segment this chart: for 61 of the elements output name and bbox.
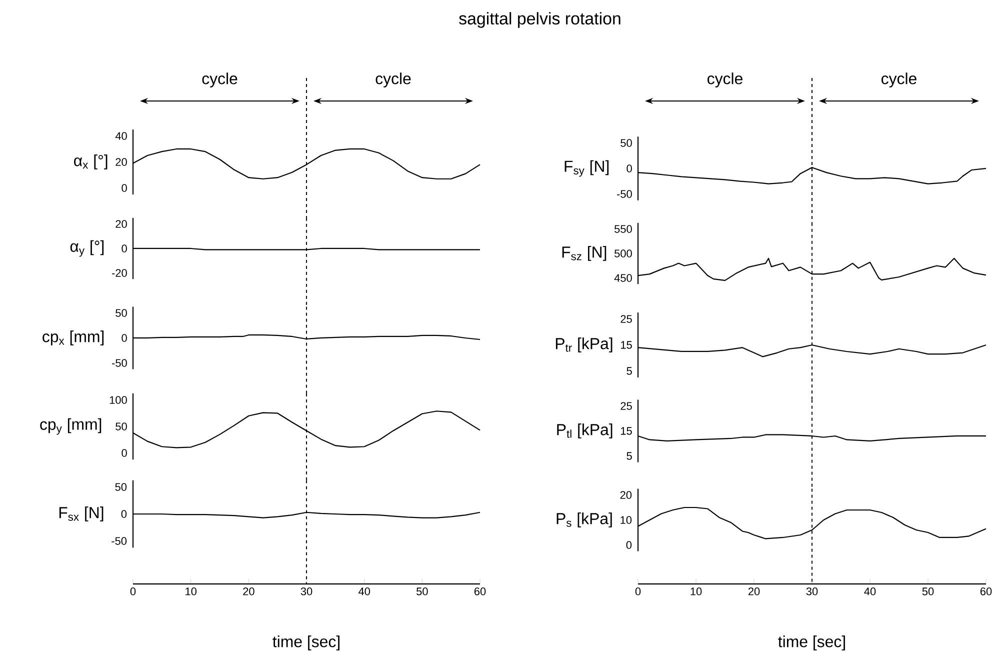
x-tick-label: 60: [980, 588, 992, 596]
x-axis-title: time [sec]: [778, 636, 845, 650]
y-tick-label: 0: [121, 510, 127, 518]
y-tick-label: 0: [626, 164, 632, 172]
y-axis-title: cp$_{y}$ [mm]: [40, 418, 102, 435]
y-tick-label: 50: [115, 483, 127, 491]
y-tick-label: 20: [116, 220, 127, 228]
y-tick-label: -50: [112, 359, 127, 367]
x-tick-label: 0: [130, 588, 136, 596]
y-tick-label: 5: [626, 367, 632, 375]
y-axis-title: F$_{sz}$ [N]: [562, 246, 606, 261]
y-tick-label: 15: [621, 427, 632, 435]
x-tick-label: 0: [635, 588, 641, 596]
y-tick-label: 25: [620, 315, 632, 323]
text: sagittal pelvis rotation: [459, 12, 620, 28]
y-axis-title: α$_{x}$ [°]: [74, 154, 108, 170]
y-tick-label: 5: [626, 452, 632, 460]
y-tick-label: 50: [116, 422, 127, 430]
x-tick-label: 40: [358, 588, 370, 596]
y-tick-label: 10: [620, 516, 632, 524]
x-tick-label: 20: [243, 588, 254, 596]
y-tick-label: 50: [116, 309, 127, 317]
x-tick-label: 50: [416, 588, 428, 596]
x-tick-label: 50: [922, 588, 934, 596]
x-tick-label: 40: [864, 588, 876, 596]
x-tick-label: 20: [748, 588, 760, 596]
text: cycle: [708, 72, 742, 88]
y-tick-label: 550: [614, 225, 632, 233]
y-axis-title: P$_{tr}$ [kPa]: [556, 338, 612, 352]
x-tick-label: 10: [186, 588, 196, 596]
y-tick-label: -20: [112, 269, 127, 277]
y-tick-label: 25: [620, 402, 632, 410]
y-axis-title: F$_{sy}$ [N]: [564, 160, 609, 177]
y-tick-label: 500: [614, 250, 632, 258]
y-tick-label: 100: [110, 396, 127, 404]
y-axis-title: cp$_{x}$ [mm]: [42, 330, 104, 346]
y-axis-title: P$_{s}$ [kPa]: [556, 512, 612, 528]
y-tick-label: 450: [614, 274, 632, 282]
y-tick-label: -50: [617, 190, 632, 198]
y-tick-label: 0: [122, 334, 127, 342]
y-tick-label: 0: [122, 449, 127, 457]
x-tick-label: 60: [474, 588, 486, 596]
text: cycle: [376, 72, 411, 88]
y-tick-label: 15: [621, 341, 632, 349]
y-tick-label: -50: [112, 537, 127, 545]
y-axis-title: F$_{sx}$ [N]: [59, 506, 104, 522]
y-tick-label: 20: [620, 491, 632, 499]
y-tick-label: 0: [626, 541, 632, 549]
y-axis-title: α$_{y}$ [°]: [70, 240, 104, 257]
text: cycle: [882, 72, 916, 88]
y-tick-label: 0: [122, 184, 127, 192]
x-axis-title: time [sec]: [272, 636, 340, 650]
x-tick-label: 10: [690, 588, 702, 596]
y-axis-title: P$_{tl}$ [kPa]: [557, 424, 612, 438]
y-tick-label: 50: [620, 139, 632, 147]
y-tick-label: 20: [116, 158, 127, 166]
x-tick-label: 30: [806, 588, 818, 596]
x-tick-label: 30: [300, 588, 312, 596]
text: cycle: [202, 72, 238, 88]
y-tick-label: 40: [115, 132, 127, 140]
y-tick-label: 0: [122, 244, 127, 252]
